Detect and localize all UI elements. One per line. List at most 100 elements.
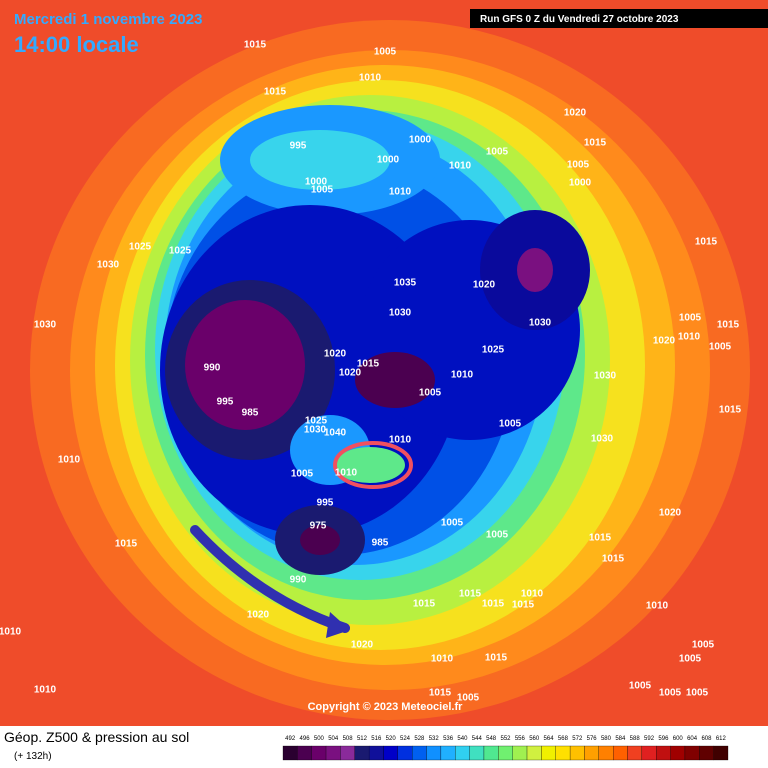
isobar-label: 1000 bbox=[569, 178, 592, 189]
isobar-label: 1000 bbox=[409, 135, 432, 146]
colorbar-label: 496 bbox=[300, 736, 311, 742]
colorbar-label: 572 bbox=[572, 736, 583, 742]
isobar-label: 1010 bbox=[58, 455, 81, 466]
isobar-label: 985 bbox=[242, 408, 259, 419]
isobar-label: 1015 bbox=[717, 320, 740, 331]
isobar-label: 1030 bbox=[591, 434, 614, 445]
isobar-label: 1015 bbox=[482, 599, 505, 610]
colorbar-label: 556 bbox=[515, 736, 526, 742]
colorbar-swatch bbox=[426, 745, 442, 761]
isobar-label: 1010 bbox=[34, 685, 57, 696]
colorbar-label: 608 bbox=[701, 736, 712, 742]
isobar-label: 995 bbox=[290, 141, 307, 152]
copyright: Copyright © 2023 Meteociel.fr bbox=[308, 701, 464, 713]
colorbar-swatch bbox=[325, 745, 341, 761]
isobar-label: 1005 bbox=[567, 160, 590, 171]
colorbar-label: 504 bbox=[328, 736, 339, 742]
colorbar-label: 604 bbox=[687, 736, 698, 742]
colorbar-label: 536 bbox=[443, 736, 454, 742]
isobar-label: 1005 bbox=[679, 654, 702, 665]
colorbar-swatch bbox=[483, 745, 499, 761]
colorbar-label: 552 bbox=[500, 736, 511, 742]
isobar-label: 1010 bbox=[389, 435, 412, 446]
arrow bbox=[190, 525, 350, 633]
isobar-label: 1015 bbox=[459, 589, 482, 600]
local-time: 14:00 locale bbox=[14, 32, 139, 57]
colorbar-label: 544 bbox=[472, 736, 483, 742]
colorbar-label: 580 bbox=[601, 736, 612, 742]
isobar-label: 1020 bbox=[659, 508, 682, 519]
isobar-label: 1000 bbox=[305, 177, 328, 188]
colorbar-swatch bbox=[598, 745, 614, 761]
colorbar-swatch bbox=[526, 745, 542, 761]
colorbar-swatch bbox=[684, 745, 700, 761]
colorbar-swatch bbox=[340, 745, 355, 761]
colorbar-swatch bbox=[713, 745, 729, 761]
isobar-label: 1010 bbox=[646, 601, 669, 612]
isobar-label: 1040 bbox=[324, 428, 347, 439]
isobar-label: 1010 bbox=[359, 73, 382, 84]
date: Mercredi 1 novembre 2023 bbox=[14, 11, 202, 28]
isobar-label: 1020 bbox=[247, 610, 270, 621]
colorbar-swatch bbox=[613, 745, 628, 761]
isobar-label: 1005 bbox=[692, 640, 715, 651]
colorbar-swatch bbox=[282, 745, 298, 761]
isobar-label: 1010 bbox=[451, 370, 474, 381]
isobar-label: 1005 bbox=[486, 530, 509, 541]
isobar-label: 1010 bbox=[678, 332, 701, 343]
colorbar-swatch bbox=[397, 745, 413, 761]
isobar-label: 1030 bbox=[594, 371, 617, 382]
isobar-label: 1005 bbox=[441, 518, 464, 529]
isobar-label: 1015 bbox=[264, 87, 287, 98]
colorbar-swatch bbox=[541, 745, 556, 761]
isobar-label: 995 bbox=[217, 397, 234, 408]
colorbar-label: 492 bbox=[285, 736, 296, 742]
colorbar-swatch bbox=[555, 745, 571, 761]
isobar-label: 1005 bbox=[499, 419, 522, 430]
colorbar-swatch bbox=[699, 745, 714, 761]
colorbar-swatch bbox=[627, 745, 643, 761]
isobar-label: 1010 bbox=[431, 654, 454, 665]
colorbar-swatch bbox=[354, 745, 370, 761]
isobar-label: 1015 bbox=[695, 237, 718, 248]
isobar-label: 1015 bbox=[584, 138, 607, 149]
isobar-label: 1005 bbox=[419, 388, 442, 399]
isobar-label: 1015 bbox=[429, 688, 452, 699]
colorbar-swatch bbox=[412, 745, 427, 761]
isobar-label: 990 bbox=[204, 363, 221, 374]
colorbar-swatch bbox=[569, 745, 585, 761]
isobar-label: 1020 bbox=[653, 336, 676, 347]
isobar-label: 1020 bbox=[324, 349, 347, 360]
isobar-label: 1020 bbox=[473, 280, 496, 291]
run-box bbox=[470, 9, 768, 28]
isobar-label: 1025 bbox=[129, 242, 152, 253]
isobar-label: 1020 bbox=[564, 108, 587, 119]
colorbar-label: 524 bbox=[400, 736, 411, 742]
isobar-label: 1015 bbox=[485, 653, 508, 664]
colorbar-swatch bbox=[498, 745, 513, 761]
colorbar-label: 612 bbox=[716, 736, 727, 742]
colorbar-swatch bbox=[311, 745, 327, 761]
colorbar-label: 528 bbox=[414, 736, 425, 742]
isobar-label: 1030 bbox=[389, 308, 412, 319]
colorbar-swatch bbox=[656, 745, 671, 761]
colorbar-label: 516 bbox=[371, 736, 382, 742]
isobar-label: 1015 bbox=[512, 600, 535, 611]
isobar-label: 1020 bbox=[339, 368, 362, 379]
isobar-label: 1025 bbox=[305, 416, 328, 427]
isobar-label: 1015 bbox=[115, 539, 138, 550]
colorbar-swatch bbox=[584, 745, 599, 761]
isobar-label: 1005 bbox=[629, 681, 652, 692]
isobar-label: 1015 bbox=[357, 359, 380, 370]
lead-time: (+ 132h) bbox=[14, 751, 52, 762]
isobar-label: 1025 bbox=[482, 345, 505, 356]
isobar-label: 1035 bbox=[394, 278, 417, 289]
colorbar-label: 548 bbox=[486, 736, 497, 742]
isobar-labels: 1015100510101015102099510001000101010051… bbox=[0, 40, 742, 704]
isobar-label: 1030 bbox=[304, 425, 327, 436]
isobar-label: 985 bbox=[372, 538, 389, 549]
arrow-head bbox=[326, 612, 350, 638]
colorbar-swatch bbox=[455, 745, 470, 761]
